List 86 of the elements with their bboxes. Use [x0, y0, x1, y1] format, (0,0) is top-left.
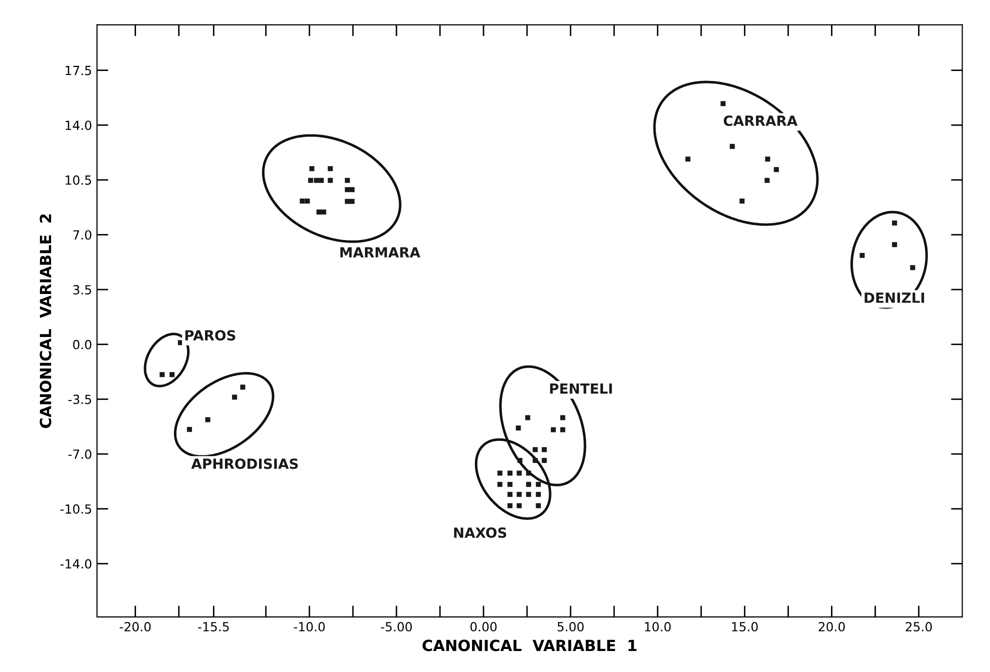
point: [232, 394, 238, 400]
series-label: DENIZLI: [864, 292, 924, 303]
point: [205, 417, 210, 422]
point: [308, 178, 314, 183]
x-tick-label: 15.0: [732, 622, 758, 632]
y-tick-label: 10.5: [66, 175, 92, 185]
point: [507, 492, 512, 497]
y-axis-title: CANONICAL VARIABLE 2: [40, 214, 52, 428]
y-tick-label: 7.0: [73, 230, 92, 240]
point: [318, 178, 324, 183]
y-tick-label: -3.5: [68, 394, 92, 404]
point: [507, 470, 512, 476]
y-tick-label: -14.0: [60, 559, 92, 569]
x-tick-label: 5.00: [558, 622, 584, 632]
x-tick-label: 20.0: [818, 622, 845, 632]
point: [536, 503, 541, 508]
point: [516, 503, 522, 508]
point: [321, 210, 326, 215]
point: [536, 492, 541, 497]
series-label: PAROS: [185, 330, 236, 341]
point: [344, 178, 350, 183]
point: [160, 372, 165, 378]
y-tick-label: 3.5: [73, 285, 92, 294]
point: [526, 470, 532, 476]
point: [685, 156, 690, 162]
point: [304, 198, 310, 204]
x-tick-label: -20.0: [120, 622, 151, 632]
point: [314, 178, 319, 183]
x-tick-label: -15.5: [198, 622, 229, 632]
point: [170, 372, 175, 378]
point: [526, 492, 532, 497]
point: [740, 198, 745, 204]
point: [720, 101, 726, 106]
x-tick-label: 10.0: [645, 622, 671, 632]
point: [350, 198, 355, 204]
series-label: APHRODISIAS: [191, 458, 298, 469]
x-tick-label: 0.00: [470, 622, 497, 632]
x-tick-label: 25.0: [906, 622, 932, 632]
point: [309, 166, 314, 172]
series-label: CARRARA: [724, 115, 798, 126]
point: [516, 470, 522, 476]
y-tick-label: -7.0: [68, 449, 92, 459]
series-label: PENTELI: [550, 384, 612, 394]
point: [516, 426, 521, 431]
point: [344, 187, 350, 192]
point: [560, 415, 566, 420]
point: [542, 447, 547, 452]
x-tick-label: -5.00: [380, 622, 412, 632]
point: [300, 198, 305, 204]
point: [328, 166, 333, 172]
y-tick-label: 14.0: [66, 120, 92, 130]
point: [764, 178, 770, 183]
point: [532, 447, 538, 452]
point: [860, 252, 865, 258]
point: [517, 458, 522, 463]
point: [316, 210, 322, 215]
point: [542, 458, 547, 463]
point: [497, 470, 502, 476]
point: [892, 242, 898, 248]
point: [550, 427, 556, 432]
y-tick-label: 0.0: [73, 340, 92, 350]
point: [892, 220, 898, 226]
point: [507, 503, 512, 508]
point: [497, 482, 502, 487]
point: [532, 458, 538, 463]
point: [350, 187, 355, 192]
series-label: NAXOS: [454, 527, 506, 538]
point: [344, 198, 350, 204]
point: [516, 492, 522, 497]
point: [240, 384, 246, 390]
point: [525, 415, 530, 420]
point: [765, 156, 770, 162]
point: [526, 482, 532, 487]
point: [186, 426, 192, 432]
point: [536, 482, 541, 487]
y-tick-label: -10.5: [60, 504, 92, 514]
point: [910, 265, 916, 270]
point: [730, 144, 735, 149]
x-axis-title: CANONICAL VARIABLE 1: [422, 640, 636, 652]
point: [507, 482, 512, 487]
point: [328, 178, 333, 183]
y-tick-label: 17.5: [66, 66, 92, 76]
point: [560, 427, 566, 432]
x-tick-label: -10.0: [294, 622, 325, 632]
text: MARMARA: [340, 247, 420, 258]
point: [774, 167, 779, 172]
